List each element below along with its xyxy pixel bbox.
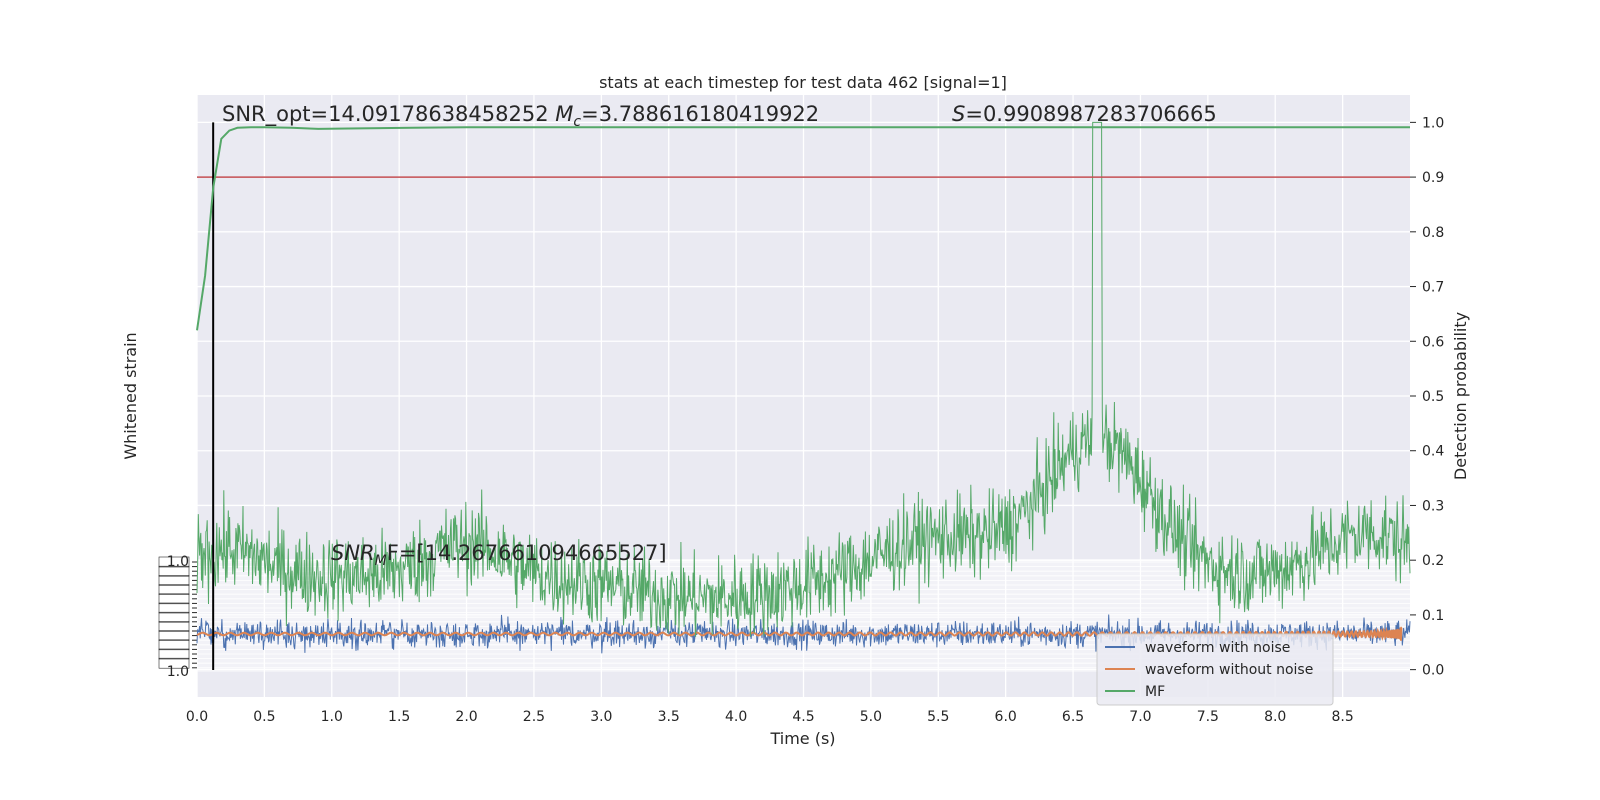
legend-label-waveform-with-noise: waveform with noise xyxy=(1145,640,1290,656)
left-tick-label-12 xyxy=(158,611,190,623)
x-tick-label-0: 0.0 xyxy=(186,709,208,725)
annotation-snr-opt: SNR_opt=14.09178638458252 Mc=3.788616180… xyxy=(222,102,819,130)
left-tick-label-2 xyxy=(158,565,190,577)
x-axis-ticks: 0.0 0.5 1.0 1.5 2.0 2.5 3.0 3.5 4.0 4.5 5.0 5.5 6.0 6… xyxy=(186,709,1354,725)
left-tick-label-10 xyxy=(158,602,190,614)
left-tick-label-8 xyxy=(158,593,190,605)
series-waveform-without-noise xyxy=(196,626,1403,641)
legend-box xyxy=(1096,633,1334,706)
right-tick-label-6: 0.6 xyxy=(1422,334,1444,350)
annotation-snr-mf: SNRMF=[14.267661094665527] xyxy=(331,541,667,569)
x-tick-label-5: 2.5 xyxy=(523,709,545,725)
left-tick-label-16 xyxy=(158,630,190,641)
right-tick-label-7: 0.7 xyxy=(1422,280,1444,296)
left-tick-label-4 xyxy=(158,575,190,586)
right-tick-label-5: 0.5 xyxy=(1422,389,1444,405)
left-tick-label-6 xyxy=(158,584,190,595)
x-tick-label-12: 6.0 xyxy=(995,709,1017,725)
right-tick-label-1: 0.1 xyxy=(1422,608,1444,624)
left-tick-label-18 xyxy=(158,639,190,651)
x-tick-label-6: 3.0 xyxy=(590,709,612,725)
series-mf xyxy=(196,121,1411,637)
left-tick-label-14 xyxy=(158,621,190,632)
right-tick-label-10: 1.0 xyxy=(1422,115,1444,131)
x-tick-label-16: 8.0 xyxy=(1264,709,1286,725)
x-tick-label-15: 7.5 xyxy=(1197,709,1219,725)
annotation-s: S=0.9908987283706665 xyxy=(952,102,1217,126)
left-axis-ticks: 1.0 1.0 xyxy=(158,554,197,680)
right-axis-ticks: 0.0 0.1 0.2 0.3 0.4 0.5 0.6 0.7 0.8 0.9 1.0 xyxy=(1410,115,1444,679)
x-tick-label-2: 1.0 xyxy=(321,709,343,725)
right-tick-label-3: 0.3 xyxy=(1422,498,1444,514)
x-tick-label-14: 7.0 xyxy=(1129,709,1151,725)
left-tick-top-label: 1.0 xyxy=(167,554,189,570)
x-tick-label-8: 4.0 xyxy=(725,709,747,725)
x-tick-label-7: 3.5 xyxy=(658,709,680,725)
x-tick-label-9: 4.5 xyxy=(792,709,814,725)
legend: waveform with noise waveform without noi… xyxy=(1096,633,1334,706)
legend-label-waveform-without-noise: waveform without noise xyxy=(1145,662,1313,678)
right-tick-label-0: 0.0 xyxy=(1422,663,1444,679)
left-tick-label-0 xyxy=(158,556,190,568)
left-tick-label-20 xyxy=(158,648,190,660)
right-tick-label-4: 0.4 xyxy=(1422,444,1444,460)
x-tick-label-17: 8.5 xyxy=(1331,709,1353,725)
right-tick-label-2: 0.2 xyxy=(1422,553,1444,569)
right-tick-label-9: 0.9 xyxy=(1422,170,1444,186)
x-tick-label-11: 5.5 xyxy=(927,709,949,725)
x-tick-label-3: 1.5 xyxy=(388,709,410,725)
right-tick-label-8: 0.8 xyxy=(1422,225,1444,241)
x-tick-label-13: 6.5 xyxy=(1062,709,1084,725)
detection-probability-line xyxy=(196,126,1410,331)
right-axis-label: Detection probability xyxy=(1451,312,1470,480)
x-tick-label-10: 5.0 xyxy=(860,709,882,725)
left-axis-label: Whitened strain xyxy=(121,332,140,459)
x-axis-label: Time (s) xyxy=(769,729,835,748)
x-tick-label-1: 0.5 xyxy=(253,709,275,725)
left-tick-label-22 xyxy=(158,657,190,669)
legend-label-mf: MF xyxy=(1145,684,1165,700)
left-tick-bottom-label: 1.0 xyxy=(167,664,189,680)
chart-title: stats at each timestep for test data 462… xyxy=(599,73,1007,92)
x-tick-label-4: 2.0 xyxy=(455,709,477,725)
